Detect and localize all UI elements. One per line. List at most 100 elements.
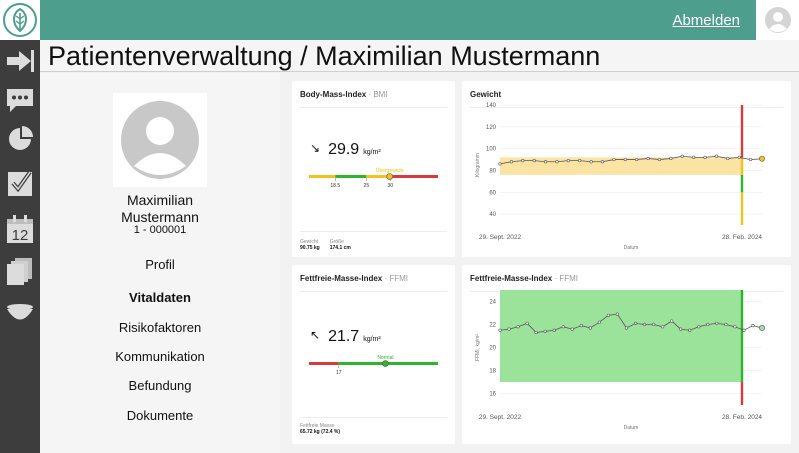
ffmi-chart-title: Fettfreie-Masse-Index · FFMI	[470, 274, 579, 283]
ffmi-xtick-start: 29. Sept. 2022	[479, 414, 522, 421]
ffmi-point-1	[507, 327, 511, 331]
patient-first-name: Maximilian	[126, 192, 194, 208]
ffmi-point-27	[742, 328, 746, 332]
ffmi-card-title: Fettfreie-Masse-Index · FFMI	[300, 274, 409, 283]
weight-ytick-0: 40	[489, 212, 496, 218]
bmi-scale-segment-0	[309, 175, 336, 178]
logout-arrow-icon[interactable]	[4, 45, 36, 77]
weight-point-10	[612, 157, 616, 162]
ffmi-point-0	[498, 328, 502, 332]
weight-point-4	[543, 160, 548, 164]
weight-ytick-3: 100	[486, 147, 497, 153]
weight-point-12	[635, 157, 639, 162]
bmi-scale-tick-label-2: 30	[387, 183, 393, 189]
ffmi-point-22	[697, 325, 701, 329]
weight-marker-segment-1	[740, 174, 744, 193]
pie-chart-icon[interactable]	[4, 123, 36, 155]
nav-item-profil[interactable]: Profil	[145, 257, 175, 272]
weight-marker-segment-0	[740, 192, 744, 225]
calendar-icon[interactable]: 12	[4, 213, 36, 245]
user-placeholder-icon	[121, 101, 199, 179]
ffmi-card: Fettfreie-Masse-Index · FFMI ↖ 21.7 kg/m…	[292, 265, 455, 444]
ffmi-point-29	[759, 325, 765, 331]
weight-point-18	[703, 155, 707, 159]
weight-point-6	[566, 159, 570, 163]
ffmi-scale-value-marker	[382, 360, 389, 367]
bmi-scale-value-marker	[386, 173, 394, 180]
ffmi-ytick-4: 24	[489, 300, 496, 306]
bmi-scale-tick-label-1: 25	[364, 183, 370, 189]
ffmi-point-16	[642, 322, 647, 327]
ffmi-point-10	[588, 326, 592, 330]
nav-item-kommunikation[interactable]: Kommunikation	[115, 349, 205, 364]
logout-link[interactable]: Abmelden	[672, 12, 740, 29]
bmi-scale-segment-2	[366, 175, 391, 178]
ffmi-point-20	[679, 327, 683, 331]
ffmi-ytick-3: 22	[489, 323, 496, 329]
patient-panel: Maximilian Mustermann 1 - 000001 Profil …	[40, 73, 280, 453]
nav-item-dokumente[interactable]: Dokumente	[126, 408, 194, 423]
title-bar: Patientenverwaltung / Maximilian Musterm…	[40, 40, 799, 72]
weight-point-5	[555, 160, 559, 164]
bmi-footer: Gewicht 90.75 kg Größe 174.1 cm	[300, 239, 351, 251]
weight-point-15	[669, 156, 673, 161]
weight-series-line	[499, 155, 763, 165]
ffmi-point-7	[561, 325, 565, 329]
bmi-unit: kg/m²	[363, 149, 381, 156]
weight-point-11	[623, 157, 627, 162]
weight-point-1	[509, 160, 513, 164]
ffmi-line-chart: 16 18 20 22 24 29. Sept. 2022 28. Feb. 2024 Dat…	[475, 290, 765, 431]
bmi-scale-segment-3	[390, 175, 438, 178]
ffmi-point-26	[733, 325, 737, 329]
patient-avatar	[113, 93, 207, 187]
weight-point-9	[600, 160, 605, 164]
ffmi-ytick-0: 16	[489, 392, 496, 398]
ffmi-scale: Normal 17	[309, 355, 438, 376]
app-logo[interactable]	[0, 0, 40, 40]
ffmi-point-3	[525, 321, 529, 325]
ffmi-point-17	[651, 322, 656, 327]
top-bar: Abmelden	[40, 0, 756, 40]
weight-xtick-end: 28. Feb. 2024	[722, 234, 762, 241]
weight-ylabel: Kilogramm	[475, 153, 481, 177]
weight-marker-segment-3	[740, 105, 744, 158]
ffmi-scale-category-label: Normal	[377, 355, 393, 361]
ffmi-point-19	[670, 319, 674, 323]
user-avatar-icon	[764, 7, 791, 33]
nav-item-befundung[interactable]: Befundung	[128, 378, 192, 393]
svg-text:12: 12	[12, 227, 29, 244]
weight-point-17	[692, 155, 696, 159]
checklist-icon[interactable]	[4, 167, 36, 199]
ffmi-point-9	[579, 324, 583, 328]
documents-icon[interactable]	[4, 256, 36, 288]
ffmi-scale-segment-0	[309, 362, 339, 365]
ffmi-ytick-1: 18	[489, 369, 496, 375]
ffmi-point-6	[552, 328, 556, 332]
user-menu[interactable]	[756, 0, 799, 40]
weight-xtick-start: 29. Sept. 2022	[479, 234, 522, 241]
ffmi-chart-card: Fettfreie-Masse-Index · FFMI 16 18 20 22 24 2…	[462, 265, 791, 444]
leaf-logo-icon	[3, 3, 37, 37]
weight-chart-card: Gewicht 40 60 80 100 120 140 29. Sept. 2022 28.…	[462, 81, 791, 257]
arrow-up-left-icon: ↖	[310, 328, 321, 342]
ffmi-point-25	[724, 322, 728, 327]
patient-last-name: Mustermann	[121, 209, 199, 225]
chat-icon[interactable]	[4, 85, 36, 117]
bmi-scale-category-label: Übergewicht	[376, 167, 404, 174]
ffmi-marker-segment-0	[740, 382, 744, 405]
bmi-scale-segment-1	[335, 175, 367, 178]
ffmi-point-2	[516, 325, 520, 329]
weight-point-0	[498, 162, 502, 166]
nav-item-vitaldaten[interactable]: Vitaldaten	[129, 290, 191, 305]
nav-item-risikofaktoren[interactable]: Risikofaktoren	[118, 320, 202, 335]
ffmi-point-23	[706, 322, 710, 327]
ffmi-point-24	[715, 321, 719, 325]
weight-point-8	[589, 160, 593, 164]
ffmi-point-21	[688, 328, 692, 332]
weight-chart-title: Gewicht	[470, 90, 502, 99]
bmi-card: Body-Mass-Index · BMI ↘ 29.9 kg/m² Überg…	[292, 81, 455, 257]
ffmi-value-row: ↖ 21.7 kg/m²	[310, 328, 381, 346]
bowl-icon[interactable]	[4, 296, 36, 328]
weight-ytick-2: 80	[489, 168, 496, 174]
ffmi-point-18	[661, 325, 665, 329]
